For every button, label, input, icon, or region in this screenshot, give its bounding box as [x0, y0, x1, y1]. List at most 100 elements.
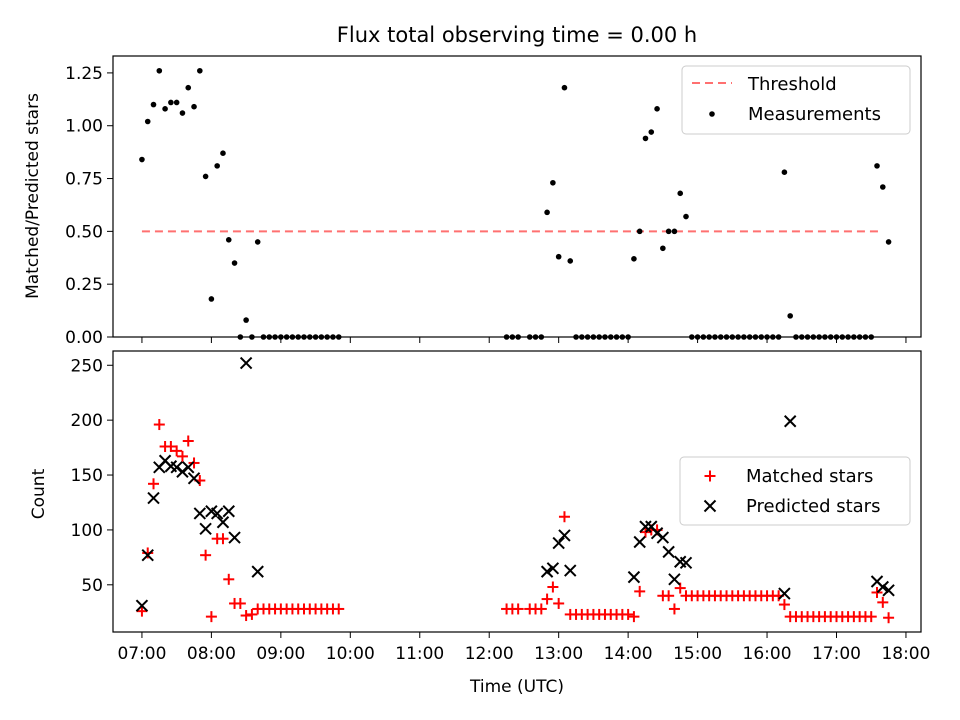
predicted-star-point — [141, 548, 154, 562]
top-y-tick-label: 0.50 — [65, 222, 103, 242]
matched-star-point — [223, 573, 235, 585]
x-tick-label: 17:00 — [812, 644, 861, 664]
matched-star-point — [865, 611, 877, 623]
measurement-point — [642, 135, 649, 142]
bottom-y-tick-label: 200 — [71, 411, 103, 431]
matched-star-point — [182, 435, 194, 447]
legend-predicted-label: Predicted stars — [746, 496, 880, 517]
predicted-star-point — [187, 472, 201, 485]
predicted-star-point — [662, 545, 675, 559]
legend-threshold-label: Threshold — [747, 74, 837, 95]
matched-star-point — [217, 533, 229, 545]
measurement-point — [550, 179, 556, 186]
predicted-star-point — [876, 580, 890, 594]
matched-star-point — [547, 581, 559, 593]
x-axis-label: Time (UTC) — [469, 677, 564, 697]
matched-star-point — [541, 593, 553, 605]
x-tick-label: 08:00 — [187, 644, 236, 664]
predicted-stars-points — [135, 356, 895, 612]
measurement-point — [185, 84, 192, 91]
measurement-point — [231, 260, 238, 266]
chart-title: Flux total observing time = 0.00 h — [337, 23, 697, 47]
measurement-point — [671, 228, 678, 235]
measurement-point — [654, 106, 660, 112]
matched-star-point — [246, 608, 258, 620]
x-tick-label: 14:00 — [604, 644, 653, 664]
top-y-ticks: 0.00 0.25 0.50 0.75 1.00 1.25 — [65, 64, 113, 348]
measurement-point — [787, 313, 793, 319]
measurement-point — [636, 228, 643, 235]
matched-star-point — [176, 450, 188, 462]
predicted-star-point — [546, 562, 560, 575]
measurement-point — [648, 129, 655, 135]
top-axes-frame — [112, 55, 922, 338]
bottom-y-axis-label: Count — [29, 468, 49, 519]
bottom-y-tick-label: 250 — [71, 356, 103, 376]
matched-star-point — [628, 611, 640, 623]
predicted-star-point — [552, 536, 565, 550]
matched-star-point — [778, 599, 790, 611]
predicted-star-point — [778, 587, 791, 600]
measurement-point — [567, 258, 574, 264]
matched-star-point — [622, 608, 634, 620]
predicted-star-point — [135, 599, 149, 612]
legend-measurements-swatch — [709, 111, 715, 117]
matched-star-point — [535, 603, 547, 615]
bottom-y-tick-label: 150 — [71, 466, 103, 486]
predicted-star-point — [216, 516, 230, 529]
matched-star-point — [668, 603, 680, 615]
measurement-point — [243, 317, 249, 323]
matched-star-point — [205, 611, 217, 623]
measurement-point — [561, 84, 568, 91]
predicted-star-point — [639, 520, 652, 533]
top-legend-frame — [681, 65, 911, 135]
bottom-axes-frame — [112, 350, 922, 633]
matched-star-point — [634, 585, 646, 597]
predicted-star-point — [182, 461, 195, 474]
predicted-star-point — [210, 507, 224, 520]
matched-star-point — [153, 419, 165, 431]
top-y-tick-label: 1.25 — [65, 64, 103, 84]
x-tick-label: 09:00 — [256, 644, 305, 664]
measurement-point — [874, 163, 880, 169]
measurement-point — [144, 118, 151, 125]
measurement-point — [179, 110, 186, 116]
matched-star-point — [558, 511, 570, 523]
x-tick-label: 12:00 — [465, 644, 514, 664]
predicted-star-point — [668, 573, 681, 586]
predicted-star-point — [558, 529, 571, 542]
x-tick-label: 16:00 — [743, 644, 792, 664]
measurement-point — [660, 245, 666, 252]
top-x-ticks — [141, 337, 907, 343]
measurement-point — [683, 213, 689, 220]
matched-star-point — [512, 603, 524, 615]
measurement-point — [156, 67, 163, 74]
matched-stars-points — [136, 419, 895, 624]
measurement-point — [214, 163, 220, 169]
bottom-panel: 50 100 150 200 250 07:00 08:00 09:00 10:00 11:00… — [29, 350, 930, 697]
legend-matched-label: Matched stars — [746, 466, 873, 487]
predicted-star-point — [627, 570, 641, 584]
measurement-point — [168, 99, 174, 106]
matched-star-point — [148, 478, 160, 490]
measurement-point — [631, 256, 637, 262]
x-tick-label: 13:00 — [534, 644, 583, 664]
top-y-tick-label: 0.75 — [65, 170, 103, 190]
bottom-y-tick-label: 50 — [81, 576, 103, 596]
matched-star-point — [165, 440, 177, 452]
measurement-point — [162, 106, 168, 112]
predicted-star-point — [633, 535, 646, 549]
predicted-star-point — [882, 584, 895, 597]
top-y-tick-label: 0.00 — [65, 328, 103, 348]
matched-star-point — [142, 547, 154, 559]
matched-star-point — [663, 590, 675, 602]
top-y-axis-label: Matched/Predicted stars — [23, 93, 43, 299]
matched-star-point — [234, 597, 246, 609]
top-y-tick-label: 0.25 — [65, 275, 103, 295]
measurement-point — [555, 253, 562, 260]
measurement-point — [197, 67, 203, 74]
matched-star-point — [877, 596, 889, 608]
predicted-star-point — [540, 565, 554, 578]
bottom-y-tick-label: 100 — [71, 521, 103, 541]
